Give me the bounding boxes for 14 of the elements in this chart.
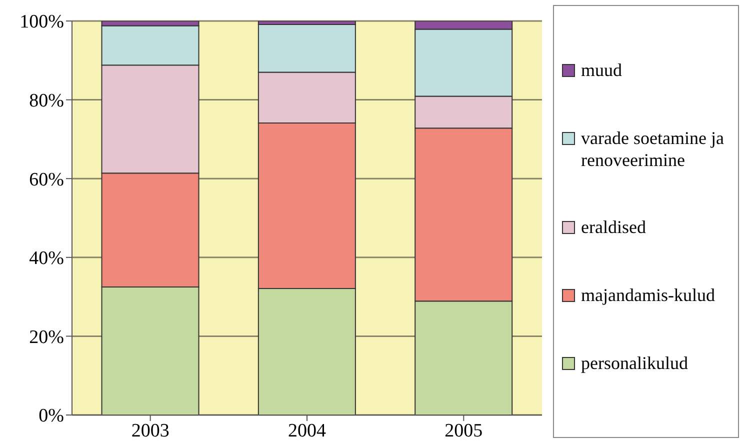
y-tick-label: 0% xyxy=(38,406,64,427)
y-tick-label: 100% xyxy=(20,12,64,33)
y-tick-label: 80% xyxy=(29,90,64,112)
legend-label: varade soetamine ja renoveerimine xyxy=(581,126,725,171)
y-tick-label: 60% xyxy=(29,169,64,190)
x-tick-label: 2004 xyxy=(288,420,326,442)
y-tick-label: 40% xyxy=(29,248,64,270)
x-tick-label: 2003 xyxy=(131,420,170,442)
legend-label: eraldised xyxy=(581,216,647,238)
legend-label: muud xyxy=(581,58,624,81)
legend-label: personalikulud xyxy=(581,352,689,374)
x-tick-label: 2005 xyxy=(444,420,483,442)
legend-label: majandamis-kulud xyxy=(581,284,716,306)
y-tick-label: 20% xyxy=(29,326,64,348)
